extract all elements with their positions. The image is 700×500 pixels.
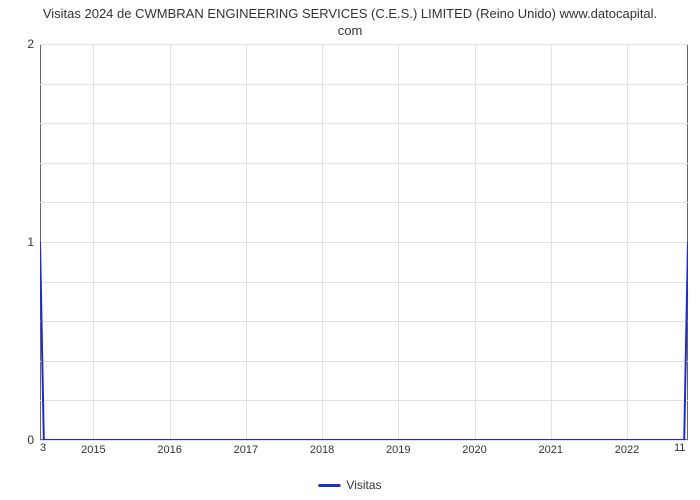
gridline-horizontal [40,163,688,164]
x-tick-label: 2015 [81,440,105,456]
x-tick-label: 2019 [386,440,410,456]
x-tick-label: 2020 [462,440,486,456]
y-tick-label: 2 [27,37,40,51]
plot-area: 01220152016201720182019202020212022 [40,44,688,440]
gridline-horizontal [40,242,688,243]
title-line-1: Visitas 2024 de CWMBRAN ENGINEERING SERV… [43,6,657,21]
gridline-vertical [398,44,399,440]
gridline-horizontal [40,202,688,203]
gridline-vertical [475,44,476,440]
secondary-label-left: 3 [40,442,46,454]
gridline-vertical [627,44,628,440]
legend-label: Visitas [346,478,381,492]
gridline-horizontal [40,44,688,45]
gridline-horizontal [40,84,688,85]
gridline-vertical [93,44,94,440]
gridline-horizontal [40,440,688,441]
gridline-horizontal [40,321,688,322]
title-line-2: com [338,23,363,38]
x-tick-label: 2018 [310,440,334,456]
gridline-vertical [322,44,323,440]
x-tick-label: 2022 [615,440,639,456]
x-tick-label: 2021 [539,440,563,456]
legend: Visitas [318,478,381,492]
chart-title: Visitas 2024 de CWMBRAN ENGINEERING SERV… [0,6,700,40]
gridline-vertical [170,44,171,440]
gridline-horizontal [40,123,688,124]
gridline-horizontal [40,361,688,362]
gridline-horizontal [40,400,688,401]
x-tick-label: 2017 [234,440,258,456]
y-tick-label: 1 [27,235,40,249]
x-tick-label: 2016 [157,440,181,456]
series-line [40,242,688,440]
secondary-label-right: 11 [674,442,685,454]
y-tick-label: 0 [27,433,40,447]
legend-swatch [318,484,340,487]
gridline-vertical [551,44,552,440]
gridline-horizontal [40,282,688,283]
chart-container: Visitas 2024 de CWMBRAN ENGINEERING SERV… [0,0,700,500]
gridline-vertical [246,44,247,440]
